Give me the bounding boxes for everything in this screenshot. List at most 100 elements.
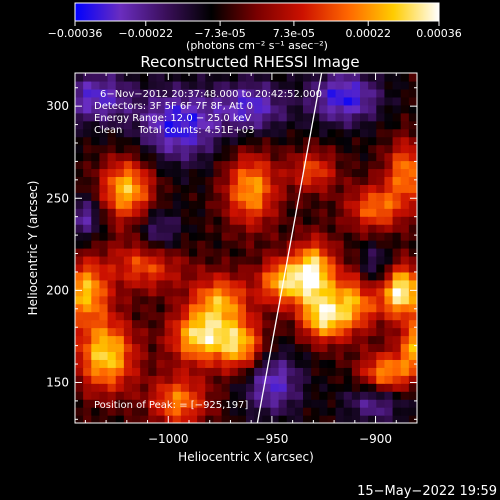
heatmap-cell bbox=[140, 415, 149, 423]
heatmap-cell bbox=[205, 351, 215, 360]
heatmap-cell bbox=[75, 263, 84, 273]
heatmap-cell bbox=[311, 96, 320, 106]
heatmap-cell bbox=[99, 327, 109, 337]
heatmap-cell bbox=[400, 271, 410, 281]
heatmap-cell bbox=[132, 168, 141, 178]
heatmap-cell bbox=[360, 112, 369, 122]
heatmap-cell bbox=[376, 104, 386, 114]
heatmap-cell bbox=[400, 407, 410, 416]
heatmap-cell bbox=[237, 208, 247, 217]
heatmap-cell bbox=[408, 367, 417, 376]
heatmap-cell bbox=[107, 375, 117, 384]
heatmap-cell bbox=[400, 375, 410, 384]
heatmap-cell bbox=[294, 407, 304, 416]
heatmap-cell bbox=[205, 192, 215, 201]
heatmap-cell bbox=[156, 248, 166, 257]
heatmap-cell bbox=[91, 407, 101, 416]
heatmap-cell bbox=[213, 216, 223, 225]
heatmap-cell bbox=[368, 343, 377, 353]
heatmap-cell bbox=[368, 216, 377, 225]
heatmap-cell bbox=[229, 311, 239, 321]
heatmap-cell bbox=[294, 383, 304, 392]
heatmap-cell bbox=[156, 319, 166, 329]
heatmap-cell bbox=[156, 311, 166, 321]
heatmap-cell bbox=[189, 287, 198, 297]
heatmap-cell bbox=[197, 359, 206, 368]
heatmap-cell bbox=[286, 359, 296, 368]
heatmap-cell bbox=[384, 351, 394, 360]
heatmap-cell bbox=[343, 248, 353, 257]
heatmap-cell bbox=[335, 96, 345, 106]
heatmap-cell bbox=[164, 287, 174, 297]
heatmap-cell bbox=[91, 351, 101, 360]
heatmap-cell bbox=[99, 176, 109, 185]
heatmap-cell bbox=[343, 319, 353, 329]
heatmap-cell bbox=[392, 216, 402, 225]
heatmap-cell bbox=[278, 88, 288, 98]
heatmap-cell bbox=[91, 263, 101, 273]
heatmap-cell bbox=[156, 224, 166, 233]
plot-frame bbox=[74, 72, 418, 424]
heatmap-cell bbox=[254, 287, 263, 297]
heatmap-cell bbox=[221, 263, 231, 273]
heatmap-cell bbox=[164, 224, 174, 233]
heatmap-cell bbox=[254, 200, 263, 209]
heatmap-cell bbox=[189, 359, 198, 368]
heatmap-cell bbox=[91, 160, 101, 170]
heatmap-cell bbox=[205, 176, 215, 185]
heatmap-cell bbox=[311, 168, 320, 178]
heatmap-cell bbox=[392, 311, 402, 321]
heatmap-cell bbox=[254, 120, 263, 130]
heatmap-cell bbox=[189, 168, 198, 178]
colorbar-tick-label: −7.3e-05 bbox=[194, 27, 245, 40]
footer-timestamp: 15−May−2022 19:59 bbox=[357, 484, 497, 499]
heatmap-cell bbox=[140, 263, 149, 273]
heatmap-cell bbox=[132, 407, 141, 416]
heatmap-cell bbox=[384, 232, 394, 241]
heatmap-cell bbox=[408, 112, 417, 122]
heatmap-cell bbox=[91, 240, 101, 249]
heatmap-cell bbox=[140, 248, 149, 257]
heatmap-cell bbox=[351, 287, 361, 297]
heatmap-cell bbox=[237, 128, 247, 138]
heatmap-cell bbox=[278, 407, 288, 416]
heatmap-cell bbox=[91, 96, 101, 106]
heatmap-cell bbox=[91, 120, 101, 130]
heatmap-cell bbox=[335, 152, 345, 162]
heatmap-cell bbox=[408, 248, 417, 257]
heatmap-cell bbox=[262, 176, 272, 185]
heatmap-cell bbox=[99, 279, 109, 289]
heatmap-cell bbox=[392, 343, 402, 353]
heatmap-cell bbox=[189, 255, 198, 265]
heatmap-cell bbox=[221, 407, 231, 416]
heatmap-cell bbox=[123, 168, 133, 178]
heatmap-cell bbox=[221, 104, 231, 114]
heatmap-cell bbox=[400, 263, 410, 273]
heatmap-cell bbox=[237, 120, 247, 130]
heatmap-cell bbox=[360, 120, 369, 130]
heatmap-cell bbox=[392, 248, 402, 257]
heatmap-cell bbox=[270, 415, 280, 423]
heatmap-cell bbox=[83, 192, 92, 201]
heatmap-cell bbox=[335, 271, 345, 281]
heatmap-cell bbox=[408, 359, 417, 368]
heatmap-cell bbox=[392, 73, 402, 82]
heatmap-cell bbox=[189, 263, 198, 273]
heatmap-cell bbox=[351, 367, 361, 376]
heatmap-cell bbox=[83, 399, 92, 408]
heatmap-cell bbox=[303, 255, 312, 265]
heatmap-cell bbox=[205, 303, 215, 313]
heatmap-cell bbox=[237, 375, 247, 384]
heatmap-cell bbox=[360, 80, 369, 90]
heatmap-cell bbox=[343, 128, 353, 138]
heatmap-cell bbox=[254, 176, 263, 185]
heatmap-cell bbox=[400, 73, 410, 82]
heatmap-cell bbox=[351, 73, 361, 82]
heatmap-cell bbox=[172, 73, 182, 82]
heatmap-cell bbox=[303, 176, 312, 185]
heatmap-cell bbox=[368, 407, 377, 416]
heatmap-cell bbox=[343, 383, 353, 392]
heatmap-cell bbox=[91, 128, 101, 138]
heatmap-cell bbox=[384, 160, 394, 170]
heatmap-cell bbox=[343, 112, 353, 122]
